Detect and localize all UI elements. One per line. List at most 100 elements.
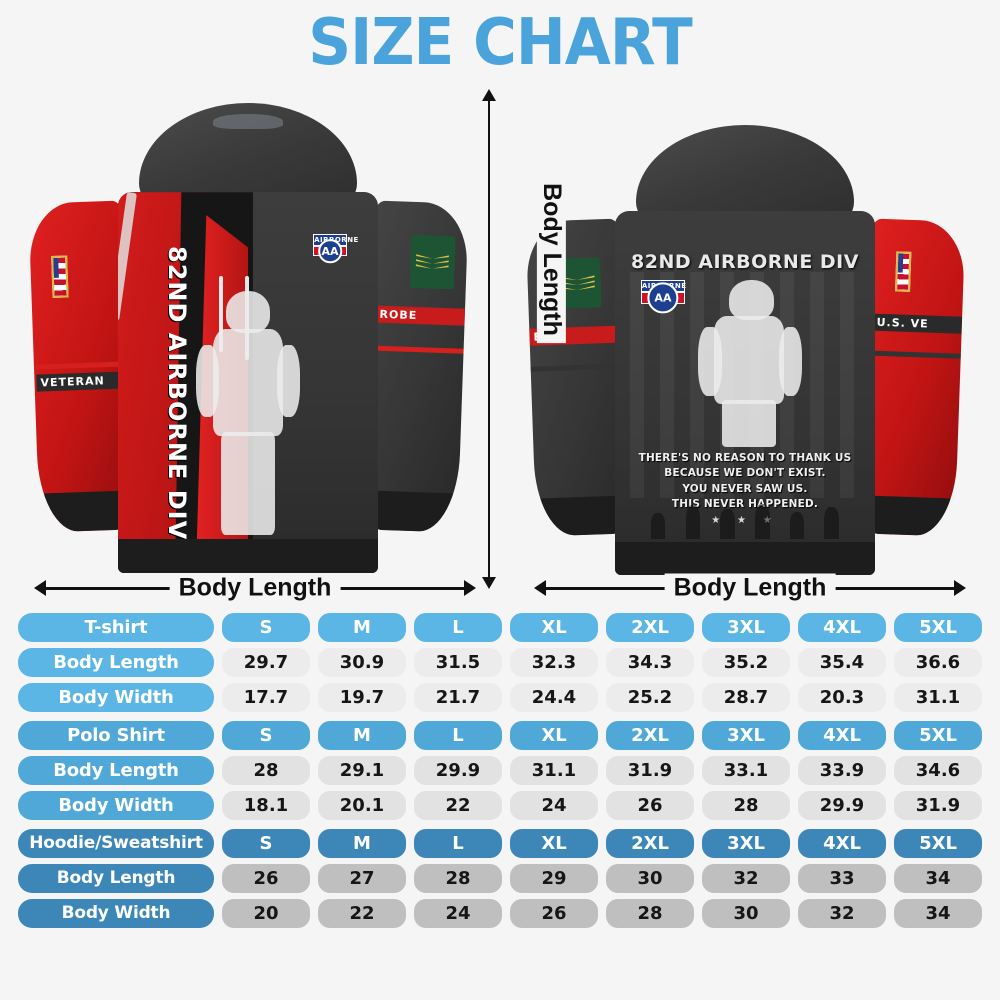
- measurement-value-cell: 29: [510, 864, 598, 893]
- measurement-value-cell: 26: [510, 899, 598, 928]
- us-flag-patch-icon: [51, 254, 69, 299]
- quote-line-2: BECAUSE WE DON'T EXIST.: [664, 467, 826, 480]
- chevron-stripe: [416, 259, 449, 264]
- table-row: Body Width 20 22 24 26 28 30 32 34: [0, 899, 1000, 928]
- table-name-label: Hoodie/Sweatshirt: [18, 829, 214, 858]
- measurement-label: Body Width: [18, 899, 214, 928]
- measurement-value-cell: 20: [222, 899, 310, 928]
- chevron-stripe: [415, 264, 448, 269]
- size-header-cell: 3XL: [702, 613, 790, 642]
- measurement-value-cell: 22: [318, 899, 406, 928]
- size-header-cell: XL: [510, 721, 598, 750]
- measurement-value-cell: 34: [894, 864, 982, 893]
- back-body-panel: 82ND AIRBORNE DIV AIRBORNE AA THERE'S NO…: [614, 210, 876, 575]
- table-row: Body Length 28 29.1 29.9 31.1 31.9 33.1 33.9 34.…: [0, 756, 1000, 785]
- size-header-cell: L: [414, 613, 502, 642]
- measurement-value-cell: 24: [414, 899, 502, 928]
- size-header-cell: 3XL: [702, 721, 790, 750]
- table-row: Body Width 18.1 20.1 22 24 26 28 29.9 31.9: [0, 791, 1000, 820]
- table-header-row: Hoodie/Sweatshirt S M L XL 2XL 3XL 4XL 5XL: [0, 829, 1000, 858]
- table-name-label: T-shirt: [18, 613, 214, 642]
- table-header-row: T-shirt S M L XL 2XL 3XL 4XL 5XL: [0, 613, 1000, 642]
- size-header-cell: 4XL: [798, 829, 886, 858]
- measurement-value-cell: 20.3: [798, 683, 886, 712]
- waist-band: [614, 542, 876, 575]
- size-header-cell: 5XL: [894, 829, 982, 858]
- soldier-graphic: [225, 291, 271, 334]
- measurement-value-cell: 21.7: [414, 683, 502, 712]
- measurement-value-cell: 34: [894, 899, 982, 928]
- soldier-silhouettes: [641, 502, 849, 539]
- measurement-value-cell: 17.7: [222, 683, 310, 712]
- front-vertical-text: 82ND AIRBORNE DIV: [162, 245, 191, 540]
- quote-line-4: THIS NEVER HAPPENED.: [671, 497, 819, 510]
- hoodie-back-view: ERT U.S. VE 82ND AIRBORNE DIV AIRBORNE: [525, 125, 965, 575]
- sleeve-dark-line: [863, 350, 961, 359]
- measurement-value-cell: 30: [606, 864, 694, 893]
- patch-aa-label: AA: [647, 282, 679, 314]
- measurement-value-cell: 29.1: [318, 756, 406, 785]
- us-flag-patch-icon: [894, 250, 912, 292]
- size-header-cell: S: [222, 613, 310, 642]
- table-row: Body Width 17.7 19.7 21.7 24.4 25.2 28.7 20.3 31…: [0, 683, 1000, 712]
- table-header-row: Polo Shirt S M L XL 2XL 3XL 4XL 5XL: [0, 721, 1000, 750]
- measurement-value-cell: 31.9: [606, 756, 694, 785]
- measurement-value-cell: 32: [798, 899, 886, 928]
- soldier-graphic: [220, 432, 276, 535]
- measurement-value-cell: 34.6: [894, 756, 982, 785]
- measurement-value-cell: 28: [606, 899, 694, 928]
- soldier-graphic: [212, 329, 284, 436]
- back-heading: 82ND AIRBORNE DIV: [631, 250, 859, 273]
- measurement-value-cell: 33.9: [798, 756, 886, 785]
- size-header-cell: L: [414, 721, 502, 750]
- measurement-value-cell: 31.5: [414, 648, 502, 677]
- body-length-vertical-arrow: [482, 89, 496, 589]
- size-header-cell: 2XL: [606, 613, 694, 642]
- front-body-panel: 82ND AIRBORNE DIV AIRBORNE AA: [117, 192, 379, 573]
- measurement-value-cell: 35.4: [798, 648, 886, 677]
- back-quote-text: THERE'S NO REASON TO THANK US BECAUSE WE…: [625, 451, 865, 512]
- body-length-vertical-label: Body Length: [536, 176, 566, 343]
- front-right-sleeve-name: ROBE: [374, 305, 465, 326]
- patch-square: AA: [640, 282, 686, 314]
- airborne-82nd-patch-icon: AIRBORNE AA: [313, 234, 358, 263]
- size-header-cell: S: [222, 829, 310, 858]
- measurement-value-cell: 25.2: [606, 683, 694, 712]
- measurement-value-cell: 20.1: [318, 791, 406, 820]
- measurement-value-cell: 32: [702, 864, 790, 893]
- size-tables: T-shirt S M L XL 2XL 3XL 4XL 5XL Body Length 29.7 3…: [0, 613, 1000, 937]
- measurement-value-cell: 29.9: [414, 756, 502, 785]
- product-photos: VETERAN ROBE 82ND AIRBORNE DIV: [0, 95, 1000, 585]
- waist-band: [117, 538, 379, 573]
- soldier-graphic: [729, 279, 774, 320]
- sleeve-red-line: [33, 361, 131, 370]
- table-row: Body Length 26 27 28 29 30 32 33 34: [0, 864, 1000, 893]
- size-header-cell: 2XL: [606, 721, 694, 750]
- size-table: Polo Shirt S M L XL 2XL 3XL 4XL 5XL Body Length 28…: [0, 721, 1000, 820]
- measurement-value-cell: 28: [222, 756, 310, 785]
- size-header-cell: 5XL: [894, 613, 982, 642]
- hood-lining: [213, 113, 283, 129]
- measurement-value-cell: 30.9: [318, 648, 406, 677]
- patch-square: AA: [313, 239, 347, 263]
- measurement-value-cell: 28: [702, 791, 790, 820]
- size-header-cell: 4XL: [798, 721, 886, 750]
- quote-line-3: YOU NEVER SAW US.: [682, 482, 808, 495]
- back-right-sleeve-name: U.S. VE: [871, 312, 962, 333]
- sleeve-red-line: [366, 344, 463, 354]
- size-header-cell: M: [318, 721, 406, 750]
- page-title: SIZE CHART: [308, 6, 692, 80]
- airborne-82nd-patch-icon: AIRBORNE AA: [640, 279, 686, 314]
- body-length-horizontal-label-right: Body Length: [664, 573, 836, 603]
- chevron-stripe: [416, 254, 449, 259]
- flag-canton: [53, 257, 59, 278]
- size-header-cell: 5XL: [894, 721, 982, 750]
- measurement-value-cell: 36.6: [894, 648, 982, 677]
- measurement-value-cell: 29.9: [798, 791, 886, 820]
- measurement-value-cell: 24.4: [510, 683, 598, 712]
- size-header-cell: 4XL: [798, 613, 886, 642]
- measurement-value-cell: 31.1: [510, 756, 598, 785]
- measurement-value-cell: 33: [798, 864, 886, 893]
- measurement-value-cell: 31.1: [894, 683, 982, 712]
